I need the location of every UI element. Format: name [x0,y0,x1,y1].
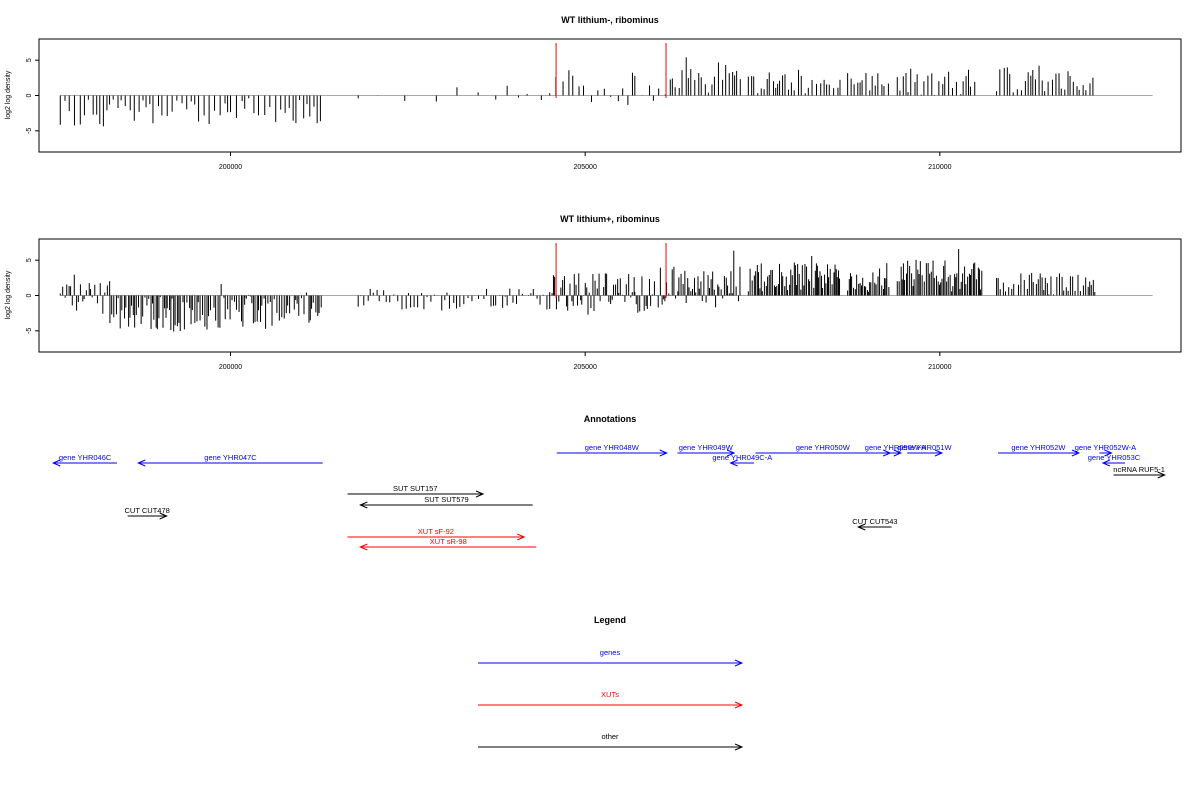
feature-label: gene YHR048W [585,443,640,452]
y-tick-label: -5 [26,328,33,334]
legend-arrow-head [734,743,744,751]
legend-items: genes XUTs other [478,648,744,751]
feature: gene YHR049C-A [712,453,772,467]
x-tick-label: 200000 [219,164,242,171]
feature-arrow-head [1157,471,1166,479]
feature-arrow-head [359,501,368,509]
feature-label: SUT SUT157 [393,484,437,493]
coverage-panel-lithium-minus: WT lithium-, ribominus log2 log density … [5,15,1182,171]
feature: gene YHR047C [137,453,323,467]
feature-label: gene YHR050W [796,443,851,452]
y-tick-label: 5 [26,258,33,262]
feature-arrow-head [934,449,944,457]
x-axis: 200000 205000 210000 [219,152,952,171]
feature: SUT SUT579 [359,495,533,509]
feature: gene YHR053C [1088,453,1141,467]
feature-arrow-head [159,512,168,520]
feature-label: gene YHR049C-A [712,453,772,462]
feature-label: gene YHR049W [679,443,734,452]
feature-label: gene YHR050W-A [865,443,926,452]
x-tick-label: 205000 [573,164,596,171]
annotations-title: Annotations [584,414,637,424]
feature: gene YHR050W-A [865,443,926,457]
feature: gene YHR052W-A [1075,443,1136,457]
x-tick-label: 200000 [219,364,242,371]
legend-arrow-head [734,701,744,709]
legend: Legend genes XUTs other [478,615,744,751]
feature-label: gene YHR052W [1011,443,1066,452]
feature-arrow-head [1104,449,1113,457]
y-tick-label: 5 [26,58,33,62]
feature: gene YHR051W [898,443,953,457]
legend-item: genes [478,648,744,667]
feature: XUT sF-92 [347,527,526,541]
feature-arrow-head [729,459,738,467]
feature: gene YHR049W [677,443,736,457]
feature-arrow-head [856,523,866,531]
feature-arrow-head [1071,449,1081,457]
legend-item: other [478,732,744,751]
feature: SUT SUT157 [347,484,485,498]
feature: ncRNA RUF5-1 [1113,465,1166,479]
feature-label: ncRNA RUF5-1 [1113,465,1165,474]
y-axis-label: log2 log density [5,270,12,319]
feature-arrow-head [1101,459,1111,467]
y-tick-label: 0 [26,293,33,297]
feature-label: gene YHR051W [898,443,953,452]
legend-label: other [601,732,619,741]
feature-arrow-head [893,449,903,457]
feature-label: gene YHR052W-A [1075,443,1136,452]
feature-list: gene YHR046C gene YHR047C gene YHR048W gene… [51,443,1166,551]
feature: gene YHR048W [556,443,669,457]
feature-label: CUT CUT478 [125,506,170,515]
region-markers [555,243,667,298]
feature-label: gene YHR047C [204,453,257,462]
y-axis: -5 0 5 [26,58,39,134]
panel-title: WT lithium-, ribominus [561,15,659,25]
feature-label: XUT sR-98 [430,537,467,546]
region-markers [555,43,667,98]
y-axis: -5 0 5 [26,258,39,334]
feature: XUT sR-98 [359,537,537,551]
annotations-track: Annotations gene YHR046C gene YHR047Cgene… [51,414,1166,551]
feature-arrow-head [475,490,485,498]
coverage-panel-lithium-plus: WT lithium+, ribominus log2 log density … [5,214,1182,371]
legend-title: Legend [594,615,626,625]
x-tick-label: 210000 [928,164,951,171]
y-tick-label: 0 [26,93,33,97]
y-tick-label: -5 [26,128,33,134]
legend-label: XUTs [601,690,619,699]
feature-arrow-head [516,533,526,541]
feature: CUT CUT478 [125,506,170,520]
legend-item: XUTs [478,690,744,709]
legend-arrow-head [734,659,744,667]
density-bars [59,249,1096,332]
x-axis: 200000 205000 210000 [219,352,952,371]
feature-arrow-head [726,449,736,457]
feature-arrow-head [51,459,61,467]
feature-label: XUT sF-92 [418,527,454,536]
feature-label: CUT CUT543 [852,517,897,526]
panel-title: WT lithium+, ribominus [560,214,660,224]
density-bars [59,57,1094,127]
feature-arrow-head [659,449,669,457]
x-tick-label: 205000 [573,364,596,371]
feature-arrow-head [137,459,146,467]
feature: gene YHR052W [997,443,1081,457]
feature-label: SUT SUT579 [424,495,468,504]
y-axis-label: log2 log density [5,70,12,119]
feature-label: gene YHR053C [1088,453,1141,462]
x-tick-label: 210000 [928,364,951,371]
feature: CUT CUT543 [852,517,898,531]
feature-arrow-head [359,543,368,551]
legend-label: genes [600,648,621,657]
feature: gene YHR046C [51,453,118,467]
feature-label: gene YHR046C [59,453,112,462]
